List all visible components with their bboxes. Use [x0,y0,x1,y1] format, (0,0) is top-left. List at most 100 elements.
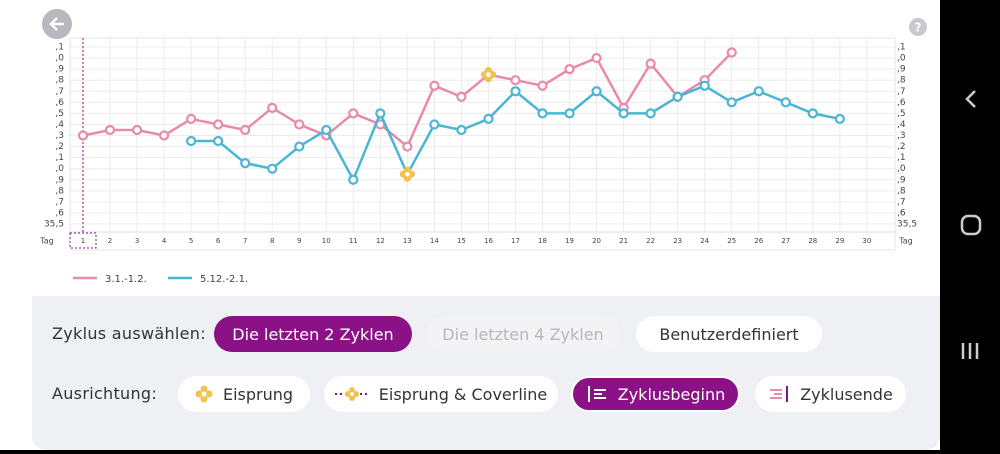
alignment-option[interactable]: Zyklusende [755,376,906,412]
y-tick-label-right: ,9 [897,175,906,185]
y-tick-label-right: ,9 [897,65,906,75]
data-point [537,108,548,119]
y-tick-label: ,6 [55,208,64,218]
data-point [402,141,413,152]
x-tick-label: 6 [216,237,221,245]
y-tick-label: ,4 [55,120,64,130]
y-tick-label-right: ,8 [897,76,906,86]
data-point [429,80,440,91]
data-point [240,124,251,136]
nav-icons [960,90,982,359]
data-point [348,108,359,119]
x-tick-label: 12 [376,237,385,245]
back-icon [49,17,64,31]
y-tick-label: ,3 [55,131,64,141]
data-point [267,102,278,113]
data-point [645,58,656,69]
x-tick-label: 17 [511,237,520,245]
x-tick-label: 22 [646,237,655,245]
alignment-option[interactable]: Zyklusbeginn [571,376,740,412]
x-tick-label: 1 [81,237,85,245]
y-tick-label: ,2 [55,142,64,152]
y-tick-label-right: ,1 [897,43,906,53]
help-button[interactable] [909,18,927,36]
nav-home[interactable] [960,214,982,236]
x-tick-label: 28 [808,237,817,245]
data-point [510,86,521,97]
x-tick-label: 2 [108,237,112,245]
option-text: Benutzerdefiniert [659,324,799,344]
alignment-option[interactable]: Eisprung & Coverline [324,376,558,412]
coverline-icon [334,387,369,401]
data-point [429,119,440,130]
option-text: Zyklusbeginn [617,384,726,404]
y-tick-label: ,9 [55,65,64,75]
nav-back[interactable] [965,90,976,108]
y-tick-label-right: 35,5 [897,220,917,230]
y-tick-label-right: ,8 [897,186,906,196]
chart: ? 35,5 35,5,6,6,7,7,8,8,9,9,0,0,1,1,2,2,3… [39,9,927,285]
control-panel: Zyklus auswählen: Die letzten 2 Zyklen D… [32,296,940,450]
y-tick-label-right: ,1 [897,153,906,163]
data-point [186,113,197,125]
data-point [699,80,710,91]
x-tick-label: 21 [619,237,628,245]
option-text: Eisprung [222,384,294,404]
y-tick-label: ,0 [55,164,64,174]
data-point [834,113,845,125]
legend-label: 5.12.-2.1. [200,274,248,285]
data-point [213,135,224,147]
flower-icon [195,385,213,403]
alignment-option[interactable]: Eisprung [178,376,310,412]
data-point [267,163,278,174]
x-tick-label: 16 [484,237,493,245]
cycle-option[interactable]: Benutzerdefiniert [636,316,822,352]
option-text: Die letzten 4 Zyklen [442,324,604,344]
y-tick-label: ,7 [55,197,64,207]
selected-day-box [69,232,97,249]
data-point [564,64,575,75]
data-point [618,108,629,119]
x-axis-label-right: Tag [898,237,913,246]
nav-recent[interactable] [961,343,979,359]
data-point [321,124,332,136]
x-tick-label: 23 [673,237,682,245]
y-tick-label: ,8 [55,186,64,196]
x-axis-label: Tag [39,237,54,246]
data-point [294,141,305,152]
data-point [240,158,251,169]
y-tick-label-right: ,0 [897,54,906,64]
y-tick-label-right: ,6 [897,208,906,218]
x-tick-label: 29 [835,237,844,245]
option-text: Zyklusende [800,384,893,404]
data-point [456,124,467,136]
x-tick-label: 19 [565,237,574,245]
x-tick-label: 24 [700,237,709,245]
option-text: Eisprung & Coverline [378,384,548,404]
x-tick-label: 14 [430,237,439,245]
data-point [645,108,656,119]
x-tick-label: 8 [270,237,274,245]
data-point [131,124,143,136]
cycle-option[interactable]: Die letzten 2 Zyklen [214,316,412,352]
data-point [591,52,602,64]
y-tick-label: ,6 [55,98,64,108]
x-tick-label: 30 [862,237,871,245]
data-point [158,130,170,141]
petal [407,170,415,178]
x-tick-label: 10 [322,237,331,245]
data-point [726,47,737,58]
x-tick-label: 4 [162,237,167,245]
data-point [726,97,737,108]
x-tick-label: 7 [243,237,247,245]
y-tick-label-right: ,2 [897,142,906,152]
app-screen: ? 35,5 35,5,6,6,7,7,8,8,9,9,0,0,1,1,2,2,3… [0,0,940,450]
data-point [753,86,764,97]
cycle-label: Zyklus auswählen: [52,324,206,343]
cycle-option[interactable]: Die letzten 4 Zyklen [426,316,620,352]
x-tick-label: 5 [189,237,193,245]
data-point [591,86,602,97]
data-point [104,124,116,136]
data-point [537,80,548,91]
